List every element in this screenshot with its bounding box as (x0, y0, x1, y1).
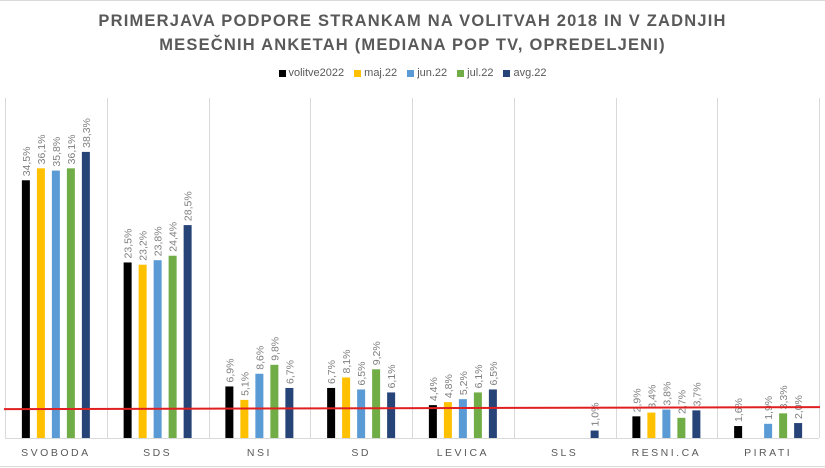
chart-title-line-1: PRIMERJAVA PODPORE STRANKAM NA VOLITVAH … (98, 12, 727, 30)
bar (225, 386, 234, 438)
bar (51, 170, 60, 438)
legend-swatch (457, 69, 465, 77)
data-label: 2,7% (676, 390, 688, 414)
data-label: 5,1% (239, 372, 251, 396)
bar (387, 392, 396, 438)
bar (488, 389, 497, 438)
data-label: 6,7% (326, 360, 338, 384)
category-label: NSI (247, 447, 272, 459)
data-label: 3,4% (646, 385, 658, 409)
data-label: 4,8% (443, 374, 455, 398)
bar (632, 416, 641, 438)
bar (21, 180, 30, 438)
data-label: 34,5% (21, 147, 33, 177)
bar (794, 423, 803, 438)
legend-swatch (503, 69, 511, 77)
legend-swatch (278, 69, 286, 77)
bar (270, 364, 279, 438)
data-label: 8,1% (341, 350, 353, 374)
bar (764, 423, 773, 438)
bar (153, 260, 162, 438)
data-label: 9,8% (269, 337, 281, 361)
bar (327, 387, 336, 438)
legend-label: volitve2022 (288, 67, 345, 79)
data-label: 28,5% (183, 191, 195, 221)
legend-item: avg.22 (503, 67, 547, 79)
bar (372, 369, 381, 438)
data-label: 5,2% (458, 371, 470, 395)
category-label: SVOBODA (21, 447, 90, 459)
data-label: 1,0% (590, 403, 602, 427)
category-label: PIRATI (744, 447, 792, 459)
legend-item: jun.22 (407, 67, 447, 79)
category-label: SDS (143, 447, 172, 459)
legend-label: maj.22 (364, 67, 398, 79)
bar (138, 264, 147, 438)
data-label: 23,2% (138, 231, 150, 261)
chart-frame-bottom (0, 466, 825, 467)
bar (734, 426, 743, 438)
data-label: 38,3% (81, 118, 93, 148)
legend-label: jun.22 (417, 67, 448, 79)
data-label: 6,5% (488, 362, 500, 386)
data-label: 24,4% (168, 222, 180, 252)
category-label: SD (351, 447, 371, 459)
legend-swatch (407, 69, 415, 77)
bar (81, 151, 90, 439)
legend-label: avg.22 (513, 67, 547, 79)
bar (183, 225, 192, 438)
bar (36, 168, 45, 438)
data-label: 6,1% (386, 364, 398, 388)
bar (458, 399, 467, 438)
bar (285, 387, 294, 438)
bar (779, 413, 788, 438)
chart-legend: volitve2022 maj.22 jun.22 jul.22 avg.22 (0, 67, 825, 79)
bar (255, 373, 264, 438)
bar (123, 262, 132, 438)
chart-title-line-2: MESEČNIH ANKETAH (MEDIANA POP TV, OPREDE… (159, 36, 666, 54)
bar (428, 405, 437, 438)
legend-item: volitve2022 (278, 67, 345, 79)
category-label: LEVICA (437, 447, 489, 459)
data-label: 6,7% (284, 360, 296, 384)
data-label: 3,3% (778, 385, 790, 409)
data-label: 36,1% (36, 135, 48, 165)
bar (692, 410, 701, 438)
chart-title: PRIMERJAVA PODPORE STRANKAM NA VOLITVAH … (0, 9, 825, 57)
threshold-line (3, 406, 821, 411)
category-label: SLS (551, 447, 578, 459)
data-label: 4,4% (428, 377, 440, 401)
data-label: 35,8% (51, 137, 63, 167)
data-label: 3,8% (661, 382, 673, 406)
data-label: 23,8% (153, 226, 165, 256)
bar (357, 389, 366, 438)
legend-swatch (354, 69, 362, 77)
data-label: 2,9% (631, 388, 643, 412)
data-label: 36,1% (66, 135, 78, 165)
category-label: RESNI.CA (632, 447, 702, 459)
chart-frame-top (0, 0, 825, 1)
data-label: 6,1% (473, 364, 485, 388)
bar (240, 399, 249, 438)
bar (677, 417, 686, 438)
bar (473, 392, 482, 438)
data-label: 6,5% (356, 362, 368, 386)
bar (590, 430, 599, 438)
legend-item: maj.22 (354, 67, 397, 79)
legend-item: jul.22 (457, 67, 493, 79)
data-label: 6,9% (224, 359, 236, 383)
bar (647, 412, 656, 438)
bar (66, 168, 75, 438)
data-label: 8,6% (254, 346, 266, 370)
data-label: 23,5% (123, 229, 135, 259)
bar (168, 255, 177, 438)
data-label: 9,2% (371, 341, 383, 365)
legend-label: jul.22 (467, 67, 494, 79)
data-label: 3,7% (691, 382, 703, 406)
data-label: 1,6% (733, 398, 745, 422)
bar (662, 409, 671, 438)
bar (443, 402, 452, 438)
